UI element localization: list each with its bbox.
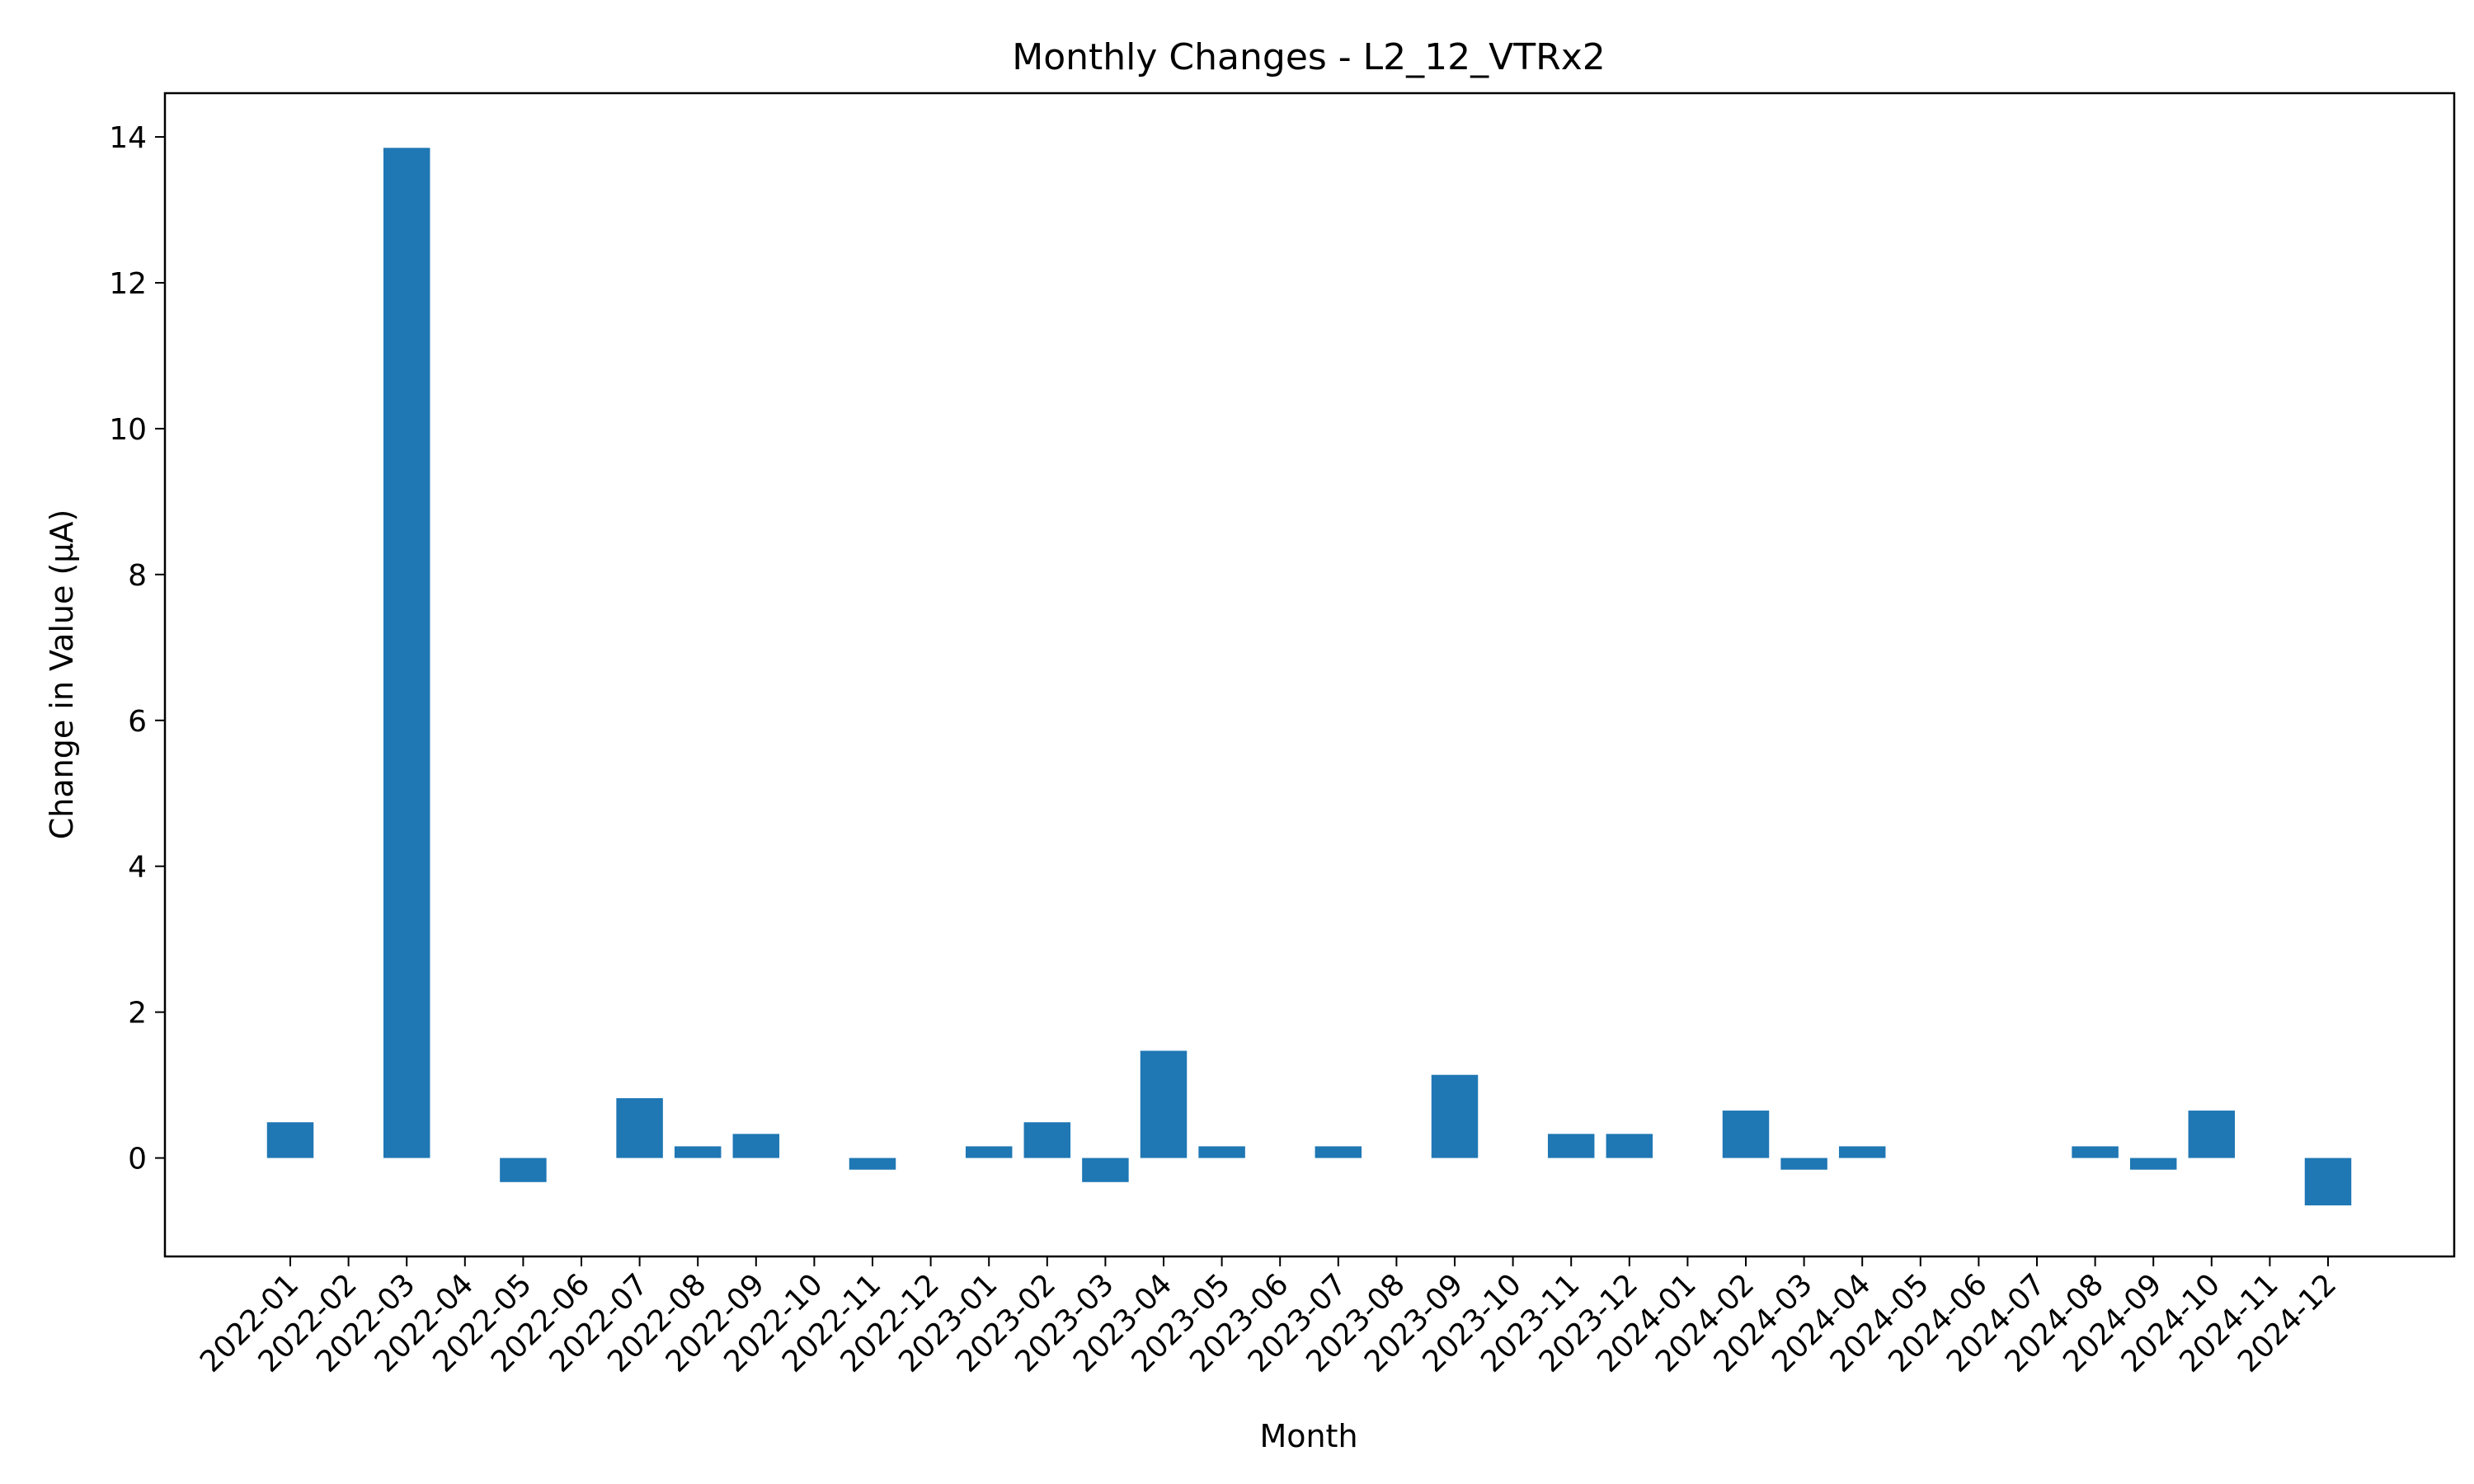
bar-2023-09 bbox=[1431, 1074, 1479, 1158]
y-tick-label: 10 bbox=[109, 413, 147, 447]
x-axis-label: Month bbox=[1259, 1418, 1357, 1454]
bar-2023-01 bbox=[965, 1146, 1013, 1158]
y-tick-label: 0 bbox=[128, 1143, 147, 1176]
bar-2022-11 bbox=[849, 1158, 896, 1170]
y-tick-label: 6 bbox=[128, 705, 147, 739]
bar-2022-09 bbox=[732, 1134, 780, 1158]
bar-2023-07 bbox=[1315, 1146, 1362, 1158]
bar-2022-01 bbox=[266, 1122, 314, 1158]
y-tick-label: 12 bbox=[109, 267, 147, 301]
bar-2022-03 bbox=[383, 148, 430, 1158]
bar-2023-05 bbox=[1198, 1146, 1245, 1158]
y-tick-label: 14 bbox=[109, 121, 147, 155]
bar-2024-04 bbox=[1838, 1146, 1886, 1158]
bar-2023-03 bbox=[1082, 1158, 1129, 1182]
bar-2024-09 bbox=[2129, 1158, 2177, 1170]
y-tick-label: 8 bbox=[128, 559, 147, 593]
y-tick-label: 4 bbox=[128, 851, 147, 885]
plot-frame bbox=[163, 92, 2456, 1258]
y-axis-ticks: 0 2 4 6 8 10 12 14 bbox=[109, 121, 165, 1176]
bar-2024-12 bbox=[2304, 1158, 2352, 1206]
bar-2022-08 bbox=[674, 1146, 722, 1158]
bar-2023-12 bbox=[1606, 1134, 1653, 1158]
y-tick-label: 2 bbox=[128, 997, 147, 1031]
chart-title: Monthly Changes - L2_12_VTRx2 bbox=[1012, 36, 1605, 78]
bar-2024-08 bbox=[2072, 1146, 2119, 1158]
bar-2022-07 bbox=[616, 1098, 663, 1158]
bar-2023-02 bbox=[1023, 1122, 1071, 1158]
bar-2023-04 bbox=[1140, 1050, 1188, 1158]
bar-2024-10 bbox=[2188, 1111, 2236, 1158]
bar-2024-03 bbox=[1780, 1158, 1827, 1170]
bar-2022-05 bbox=[500, 1158, 547, 1182]
bars-group bbox=[266, 148, 2352, 1206]
bar-2024-02 bbox=[1722, 1111, 1770, 1158]
bar-2023-11 bbox=[1547, 1134, 1595, 1158]
y-axis-label: Change in Value (μA) bbox=[44, 510, 80, 840]
